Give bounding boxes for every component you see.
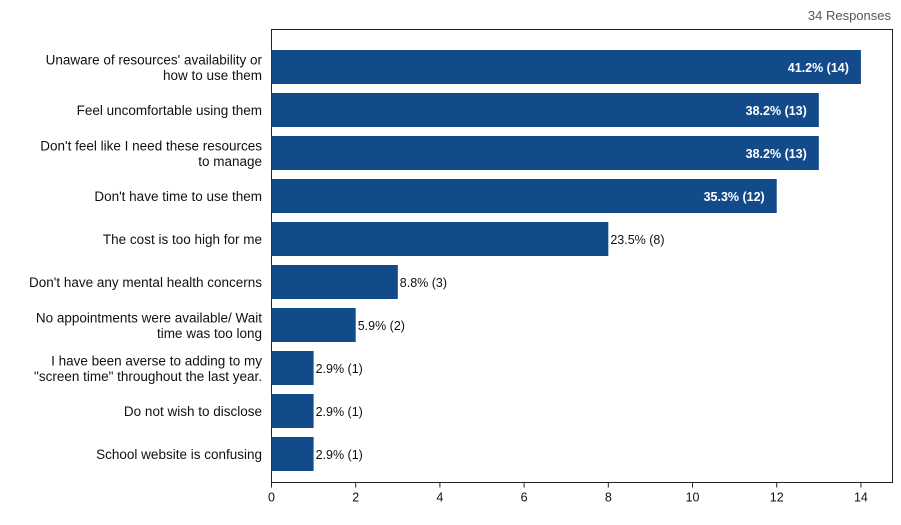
x-tick-label: 8 xyxy=(605,491,612,505)
x-tick-label: 10 xyxy=(686,491,700,505)
bar xyxy=(271,394,314,428)
category-label: School website is confusing xyxy=(96,447,262,462)
data-label: 2.9% (1) xyxy=(316,405,363,419)
x-tick-label: 6 xyxy=(521,491,528,505)
bar xyxy=(271,93,819,127)
data-label: 41.2% (14) xyxy=(788,61,849,75)
category-label: I have been averse to adding to my "scree… xyxy=(34,353,262,384)
data-label: 5.9% (2) xyxy=(358,319,405,333)
category-label: Don't feel like I need these resources to… xyxy=(40,138,262,169)
data-label: 38.2% (13) xyxy=(746,104,807,118)
category-label: Don't have any mental health concerns xyxy=(29,275,262,290)
bar xyxy=(271,437,314,471)
data-label: 23.5% (8) xyxy=(610,233,664,247)
category-label: Feel uncomfortable using them xyxy=(77,103,262,118)
x-tick-label: 12 xyxy=(770,491,784,505)
responses-count: 34 Responses xyxy=(807,8,891,23)
category-label: No appointments were available/ Wait time… xyxy=(36,310,262,341)
x-tick-label: 14 xyxy=(854,491,868,505)
bar xyxy=(271,222,609,256)
bar xyxy=(271,351,314,385)
x-tick-label: 0 xyxy=(268,491,275,505)
bar xyxy=(271,179,777,213)
data-label: 35.3% (12) xyxy=(704,190,765,204)
bar xyxy=(271,308,356,342)
data-label: 2.9% (1) xyxy=(316,448,363,462)
x-tick-label: 4 xyxy=(436,491,443,505)
category-label: Do not wish to disclose xyxy=(124,404,262,419)
bar xyxy=(271,50,861,84)
category-label: Unaware of resources' availability or how… xyxy=(46,52,263,83)
data-label: 8.8% (3) xyxy=(400,276,447,290)
category-label: The cost is too high for me xyxy=(103,232,262,247)
data-label: 38.2% (13) xyxy=(746,147,807,161)
category-label: Don't have time to use them xyxy=(94,189,262,204)
bar xyxy=(271,265,398,299)
bar xyxy=(271,136,819,170)
x-tick-label: 2 xyxy=(352,491,359,505)
data-label: 2.9% (1) xyxy=(316,362,363,376)
